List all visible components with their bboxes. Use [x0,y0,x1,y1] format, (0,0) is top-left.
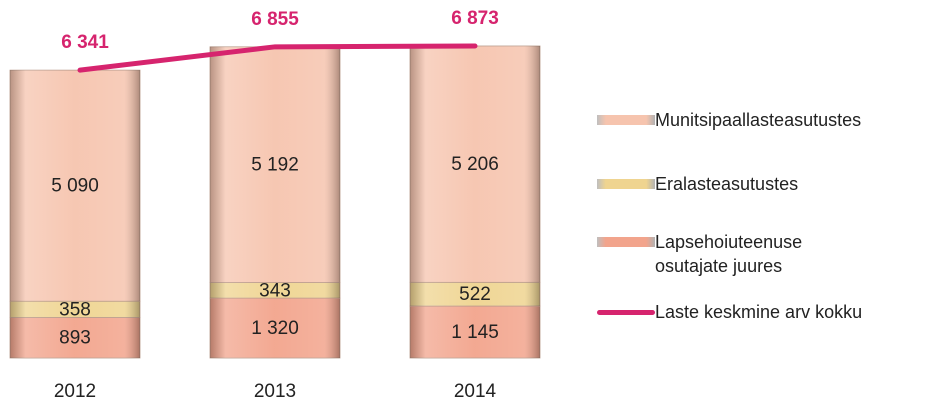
bar-shine [410,46,540,283]
data-label: 343 [259,280,291,301]
line-label: 6 873 [451,8,499,29]
legend-item: Eralasteasutustes [597,172,798,196]
x-tick-label: 2013 [254,381,296,402]
line-label: 6 341 [61,32,109,53]
legend-label: Eralasteasutustes [655,174,799,194]
bar-shine [10,317,140,358]
data-label: 5 090 [51,176,99,197]
data-label: 358 [59,299,91,320]
legend-swatch [597,115,655,125]
data-label: 5 206 [451,154,499,175]
data-label: 893 [59,328,91,349]
bar-shine [210,46,340,283]
legend-item: Lapsehoiuteenuse osutajate juures [597,230,825,278]
legend-swatch [597,310,655,315]
legend-swatch [597,179,655,189]
legend-item: Laste keskmine arv kokku [597,300,862,324]
bar-shine [10,301,140,318]
line [77,43,478,73]
data-label: 522 [459,284,491,305]
bar-shine [410,282,540,307]
data-label: 5 192 [251,155,299,176]
bar-shine [410,306,540,358]
legend-swatch [597,237,655,247]
x-tick-label: 2014 [454,381,497,402]
data-label: 1 145 [451,322,499,343]
bar-shine [210,298,340,358]
legend-item: Munitsipaallasteasutustes [597,108,861,132]
bar-shine [210,282,340,299]
legend-label: Munitsipaallasteasutustes [655,110,862,130]
data-label: 1 320 [251,318,299,339]
bar-shine [10,70,140,302]
legend-label: Laste keskmine arv kokku [655,302,863,322]
line-label: 6 855 [251,9,299,30]
x-tick-label: 2012 [54,381,96,402]
legend-label: Lapsehoiuteenuse osutajate juures [655,232,803,276]
